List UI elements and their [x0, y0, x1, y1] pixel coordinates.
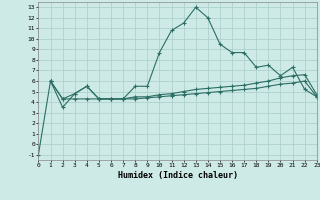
- X-axis label: Humidex (Indice chaleur): Humidex (Indice chaleur): [118, 171, 238, 180]
